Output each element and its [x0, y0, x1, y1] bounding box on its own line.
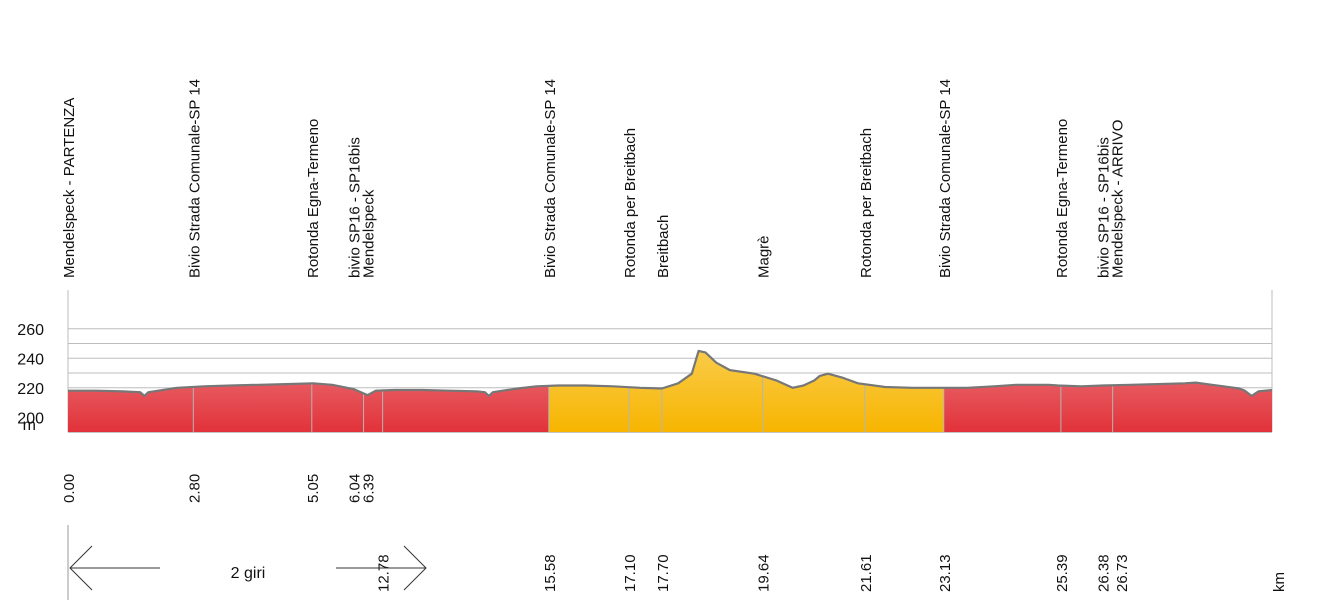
y-tick-label: 220: [17, 381, 44, 398]
route-point-label: Magrè: [756, 235, 773, 278]
route-point-label: Mendelspeck - PARTENZA: [61, 98, 78, 278]
segment-fill-yellow: [548, 350, 944, 432]
route-point-label: bivio SP16 - SP16bis: [347, 137, 364, 278]
km-label-lap: 2.80: [186, 474, 203, 503]
profile-line-layer: [68, 349, 1273, 397]
route-labels: Mendelspeck - PARTENZA Bivio Strada Comun…: [61, 79, 1127, 278]
route-point-label: bivio SP16 - SP16bis: [1096, 137, 1113, 278]
route-point-label: Rotonda Egna-Termeno: [305, 119, 322, 278]
laps-arrows: 2 giri: [67, 525, 427, 600]
y-axis: 200 220 240 260 m: [17, 322, 44, 434]
y-tick-label: 260: [17, 322, 44, 339]
left-arrowhead: [69, 545, 93, 591]
elevation-line: [68, 349, 1273, 397]
route-point-label: Mendelspeck - ARRIVO: [1110, 120, 1127, 278]
y-tick-label: 240: [17, 351, 44, 368]
km-label-total: 23.13: [937, 554, 954, 592]
km-unit-label: km: [1271, 572, 1288, 592]
route-point-label: Breitbach: [655, 215, 672, 278]
route-point-label: Bivio Strada Comunale-SP 14: [542, 79, 559, 278]
right-arrowhead: [403, 545, 427, 591]
km-label-total: 21.61: [858, 554, 875, 592]
km-label-total: 17.10: [622, 554, 639, 592]
km-label-total: 12.78: [376, 554, 393, 592]
km-labels: 0.00 2.80 5.05 6.046.39 12.78 15.58 17.10 17.70…: [61, 474, 1288, 592]
km-label-total: 25.39: [1054, 554, 1071, 592]
km-label-total: 26.38: [1096, 554, 1113, 592]
divider-layer: [192, 376, 1114, 432]
route-point-label: Bivio Strada Comunale-SP 14: [186, 79, 203, 278]
route-point-label: Rotonda per Breitbach: [858, 128, 875, 278]
y-tick-label: 200: [17, 410, 44, 427]
route-point-label: Mendelspeck: [361, 189, 378, 278]
km-label-total: 17.70: [655, 554, 672, 592]
route-point-label: Rotonda per Breitbach: [622, 128, 639, 278]
km-label-total: 15.58: [542, 554, 559, 592]
laps-label: 2 giri: [231, 565, 266, 582]
km-label-lap: 6.04: [347, 474, 364, 503]
km-label-lap: 0.00: [61, 474, 78, 503]
km-label-total: 19.64: [756, 554, 773, 592]
km-label-lap: 5.05: [305, 474, 322, 503]
route-point-label: Bivio Strada Comunale-SP 14: [937, 79, 954, 278]
y-unit-label: m: [23, 417, 36, 434]
km-label-lap: 6.39: [361, 474, 378, 503]
route-point-label: Rotonda Egna-Termeno: [1054, 119, 1071, 278]
km-label-total: 26.73: [1114, 554, 1131, 592]
